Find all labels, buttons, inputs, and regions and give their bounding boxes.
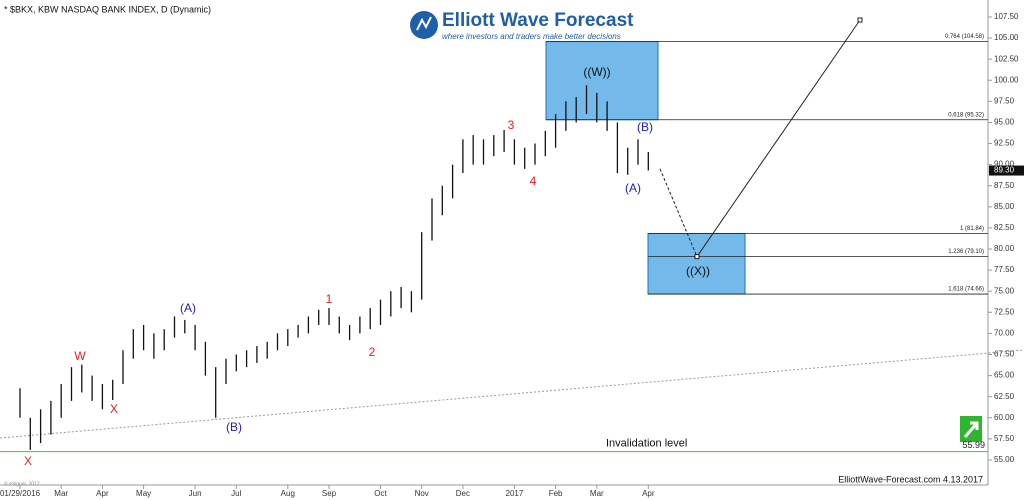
y-tick-label: 75.00 bbox=[994, 286, 1015, 295]
wave-label: X bbox=[110, 402, 118, 416]
y-tick-label: 72.50 bbox=[994, 307, 1015, 316]
x-tick-label: 01/29/2016 bbox=[0, 489, 41, 498]
x-tick-label: Oct bbox=[374, 489, 387, 498]
up-icon bbox=[960, 416, 982, 442]
copyright: © eSignal, 2017 bbox=[4, 480, 40, 487]
x-tick-label: Mar bbox=[590, 489, 604, 498]
logo-title: Elliott Wave Forecast bbox=[442, 10, 634, 31]
projection-node bbox=[694, 254, 700, 260]
invalidation-text: Invalidation level bbox=[606, 438, 687, 450]
projection-dashed bbox=[659, 168, 698, 257]
x-tick-label: 2017 bbox=[506, 489, 524, 498]
fib-label: 1.618 (74.66) bbox=[948, 287, 984, 293]
y-tick-label: 97.50 bbox=[994, 96, 1015, 105]
x-tick-label: Jul bbox=[231, 489, 241, 498]
wave-label: ((W)) bbox=[583, 65, 610, 79]
x-tick-label: Jun bbox=[189, 489, 202, 498]
x-tick-label: Sep bbox=[322, 489, 337, 498]
wave-label: (B) bbox=[226, 420, 242, 434]
wave-label: 4 bbox=[530, 174, 537, 188]
y-tick-label: 67.50 bbox=[994, 350, 1015, 359]
wave-label: (B) bbox=[637, 120, 653, 134]
y-tick-label: 62.50 bbox=[994, 392, 1015, 401]
y-tick-label: 55.00 bbox=[994, 455, 1015, 464]
projection-line bbox=[696, 19, 861, 257]
wave-label: (A) bbox=[180, 301, 196, 315]
x-tick-label: Feb bbox=[549, 489, 563, 498]
x-tick-label: Aug bbox=[281, 489, 295, 498]
target-box bbox=[545, 41, 659, 121]
x-tick-label: May bbox=[136, 489, 151, 498]
y-tick-label: 60.00 bbox=[994, 413, 1015, 422]
y-tick-label: 87.50 bbox=[994, 181, 1015, 190]
wave-label: X bbox=[24, 454, 32, 468]
y-tick-label: 80.00 bbox=[994, 244, 1015, 253]
wave-label: W bbox=[74, 349, 86, 363]
x-tick-label: Apr bbox=[642, 489, 655, 498]
up-icon-arrow bbox=[963, 421, 979, 438]
y-tick-label: 77.50 bbox=[994, 265, 1015, 274]
y-tick-label: 82.50 bbox=[994, 223, 1015, 232]
logo-wave bbox=[416, 16, 432, 31]
fib-label: 0.618 (95.32) bbox=[948, 112, 984, 118]
y-tick-label: 70.00 bbox=[994, 328, 1015, 337]
x-tick-label: Mar bbox=[54, 489, 68, 498]
wave-label: 3 bbox=[508, 118, 515, 132]
footer: ElliottWave-Forecast.com 4.13.2017 bbox=[838, 474, 983, 484]
target-box bbox=[647, 232, 746, 295]
wave-label: 1 bbox=[326, 292, 333, 306]
wave-label: ((X)) bbox=[686, 264, 710, 278]
y-tick-label: 57.50 bbox=[994, 434, 1015, 443]
chart-title: * $BKX, KBW NASDAQ BANK INDEX, D (Dynami… bbox=[4, 4, 211, 14]
last-price-label: 89.30 bbox=[994, 166, 1015, 175]
y-tick-label: 92.50 bbox=[994, 139, 1015, 148]
y-tick-label: 102.50 bbox=[994, 54, 1019, 63]
y-tick-label: 95.00 bbox=[994, 118, 1015, 127]
logo: Elliott Wave Forecast where investors an… bbox=[410, 10, 634, 41]
wave-label: 2 bbox=[369, 345, 376, 359]
projection-node bbox=[857, 17, 863, 23]
wave-label: (A) bbox=[625, 181, 641, 195]
x-tick-label: Nov bbox=[415, 489, 429, 498]
y-tick-label: 107.50 bbox=[994, 12, 1019, 21]
fib-label: 0.764 (104.58) bbox=[945, 34, 984, 40]
last-price-box bbox=[989, 165, 1024, 176]
logo-tagline: where investors and traders make better … bbox=[442, 32, 621, 41]
y-tick-label: 105.00 bbox=[994, 33, 1019, 42]
invalidation-value: 55.99 bbox=[962, 440, 985, 450]
x-tick-label: Dec bbox=[456, 489, 470, 498]
x-tick-label: Apr bbox=[96, 489, 109, 498]
trend-line bbox=[0, 349, 1024, 439]
fib-label: 1 (81.84) bbox=[960, 226, 984, 232]
y-tick-label: 85.00 bbox=[994, 202, 1015, 211]
y-tick-label: 90.00 bbox=[994, 160, 1015, 169]
y-tick-label: 65.00 bbox=[994, 371, 1015, 380]
y-tick-label: 100.00 bbox=[994, 75, 1019, 84]
fib-label: 1.236 (79.10) bbox=[948, 249, 984, 255]
